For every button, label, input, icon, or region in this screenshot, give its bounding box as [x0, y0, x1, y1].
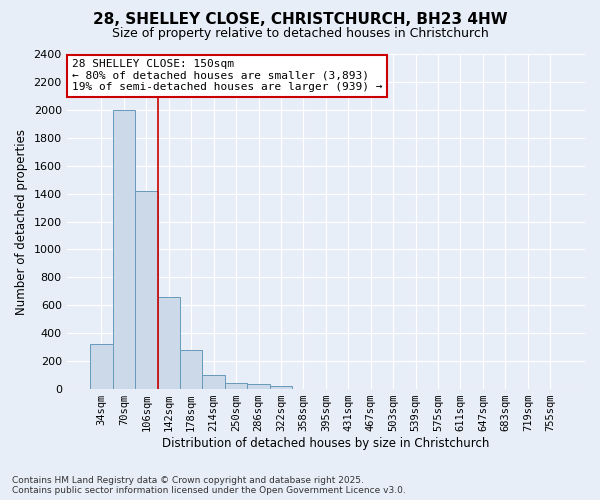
Bar	[270, 386, 292, 389]
Y-axis label: Number of detached properties: Number of detached properties	[15, 128, 28, 314]
Bar	[113, 110, 135, 389]
Text: 28 SHELLEY CLOSE: 150sqm
← 80% of detached houses are smaller (3,893)
19% of sem: 28 SHELLEY CLOSE: 150sqm ← 80% of detach…	[72, 59, 382, 92]
Bar	[202, 375, 225, 389]
Bar	[225, 383, 247, 389]
Bar	[135, 191, 158, 389]
Text: 28, SHELLEY CLOSE, CHRISTCHURCH, BH23 4HW: 28, SHELLEY CLOSE, CHRISTCHURCH, BH23 4H…	[92, 12, 508, 28]
Text: Size of property relative to detached houses in Christchurch: Size of property relative to detached ho…	[112, 28, 488, 40]
Bar	[180, 350, 202, 389]
Text: Contains HM Land Registry data © Crown copyright and database right 2025.
Contai: Contains HM Land Registry data © Crown c…	[12, 476, 406, 495]
Bar	[247, 384, 270, 389]
Bar	[158, 297, 180, 389]
Bar	[90, 344, 113, 389]
X-axis label: Distribution of detached houses by size in Christchurch: Distribution of detached houses by size …	[162, 437, 490, 450]
